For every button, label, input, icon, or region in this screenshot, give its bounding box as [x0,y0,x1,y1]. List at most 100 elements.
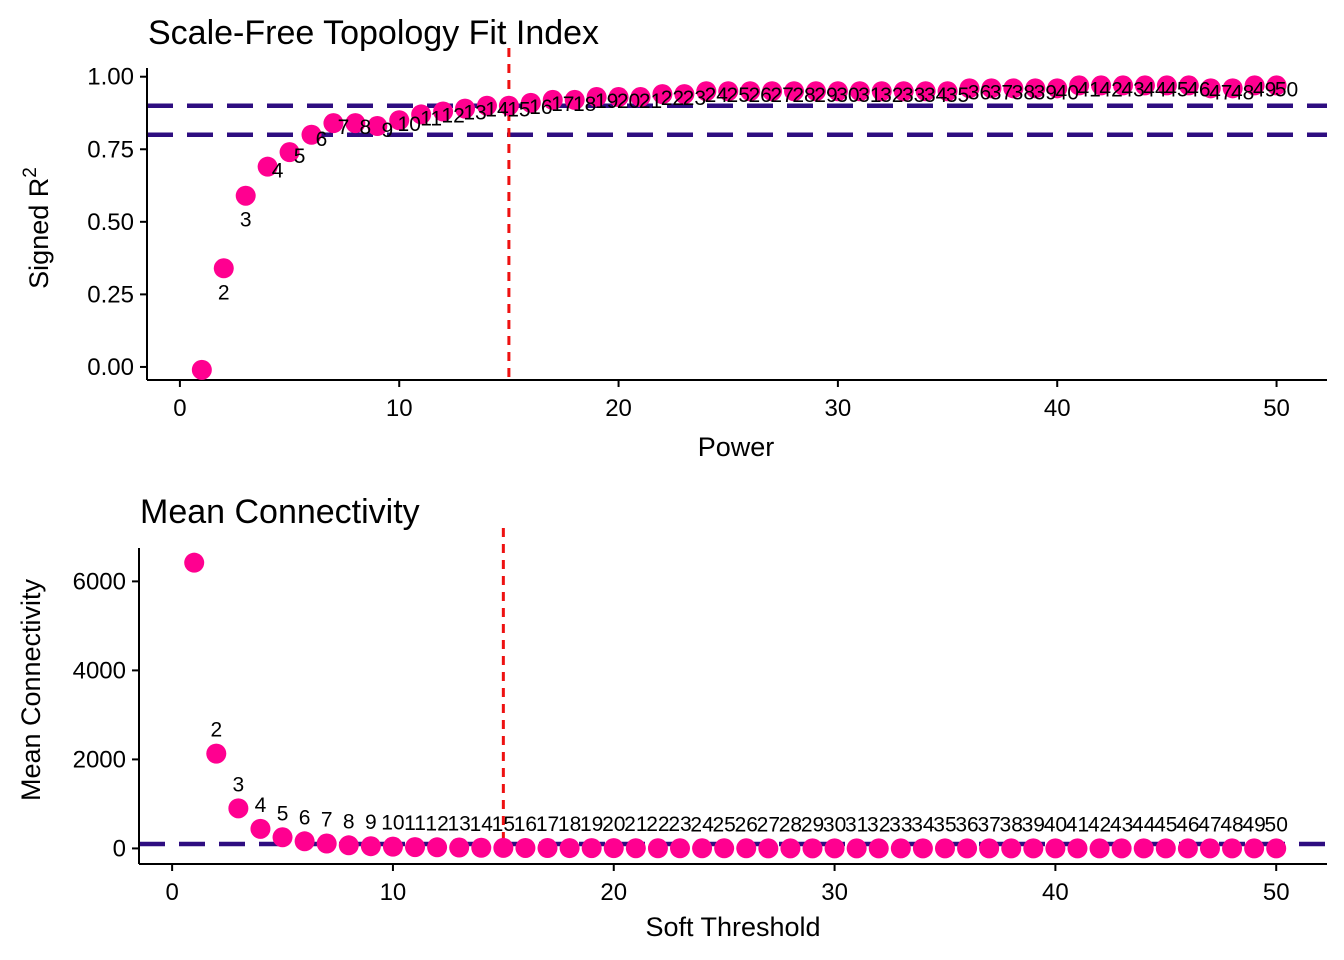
x-axis-title-power: Power [698,432,775,462]
data-point [959,78,980,99]
data-point [360,836,381,857]
data-point [405,837,426,858]
point-label: 27 [770,84,793,107]
data-point [1025,78,1046,99]
point-label: 20 [602,813,625,836]
x-tick-label: 50 [1263,879,1290,906]
point-label: 20 [617,90,640,113]
point-label: 6 [316,128,328,151]
data-point [762,81,783,102]
y-tick-label: 1.00 [87,64,134,91]
point-label: 41 [1066,813,1089,836]
point-label: 45 [1154,813,1177,836]
point-label: 30 [823,813,846,836]
data-point [784,81,805,102]
point-label: 48 [1231,81,1254,104]
point-label: 9 [381,119,393,142]
point-label: 17 [551,93,574,116]
point-label: 15 [507,99,530,122]
data-point [250,818,271,839]
point-label: 16 [514,813,537,836]
point-label: 24 [690,813,714,836]
point-label: 4 [255,794,267,817]
point-label: 41 [1077,78,1100,101]
point-label: 43 [1121,78,1144,101]
data-point [316,833,337,854]
data-point [476,95,497,116]
y-axis-title-text: Signed R [24,178,54,289]
data-point [323,113,344,134]
data-point [824,838,845,859]
point-label: 36 [968,81,991,104]
data-point [1156,75,1177,96]
point-label: 22 [661,87,684,110]
point-label: 40 [1056,81,1079,104]
point-label: 36 [955,813,978,836]
data-point [1023,838,1044,859]
point-label: 7 [338,116,350,139]
data-point [537,838,558,859]
data-point [206,743,227,764]
point-label: 49 [1242,813,1265,836]
x-tick-label: 30 [825,395,852,422]
data-point [802,838,823,859]
data-point [184,552,205,573]
point-label: 12 [425,812,448,835]
data-point [893,81,914,102]
point-label: 28 [792,84,815,107]
data-point [1113,75,1134,96]
point-label: 25 [727,84,750,107]
point-label: 3 [240,209,252,232]
data-point [455,98,476,119]
y-tick-label: 0.50 [87,209,134,236]
data-point [957,838,978,859]
data-point [520,92,541,113]
point-label: 38 [1012,81,1035,104]
point-label: 19 [580,813,603,836]
point-label: 11 [420,107,442,130]
data-point [382,836,403,857]
point-label: 5 [277,802,289,825]
data-point [1091,75,1112,96]
point-label: 2 [210,719,222,742]
data-point [1069,75,1090,96]
y-axis-title-signed-r2: Signed R2 [20,167,54,289]
data-points [191,75,1287,380]
data-point [1003,78,1024,99]
y-tick-label: 4000 [73,657,126,684]
data-point [846,838,867,859]
point-label: 42 [1099,78,1122,101]
data-point [1047,78,1068,99]
data-point [912,838,933,859]
data-point [427,837,448,858]
point-label: 12 [441,105,464,128]
point-label: 44 [1132,813,1156,836]
data-point [272,827,293,848]
point-label: 32 [867,813,890,836]
data-point [981,78,1002,99]
data-point [235,185,256,206]
data-point [1134,75,1155,96]
data-point [696,81,717,102]
data-point [1178,75,1199,96]
point-label: 18 [558,813,581,836]
point-label: 34 [911,813,935,836]
data-point [736,838,757,859]
point-label: 48 [1220,813,1243,836]
data-point [603,838,624,859]
point-label: 23 [668,813,691,836]
point-label: 34 [924,84,948,107]
data-point [1222,78,1243,99]
data-point [740,81,761,102]
point-label: 21 [639,90,662,113]
point-label: 38 [1000,813,1023,836]
data-point [564,89,585,110]
point-label: 29 [801,813,824,836]
data-point [1266,838,1287,859]
y-axis-title-superscript: 2 [20,167,41,178]
x-tick-label: 40 [1042,879,1069,906]
y-axis-title-mean-connectivity: Mean Connectivity [16,578,46,801]
point-label: 14 [485,99,509,122]
point-label: 39 [1022,813,1045,836]
